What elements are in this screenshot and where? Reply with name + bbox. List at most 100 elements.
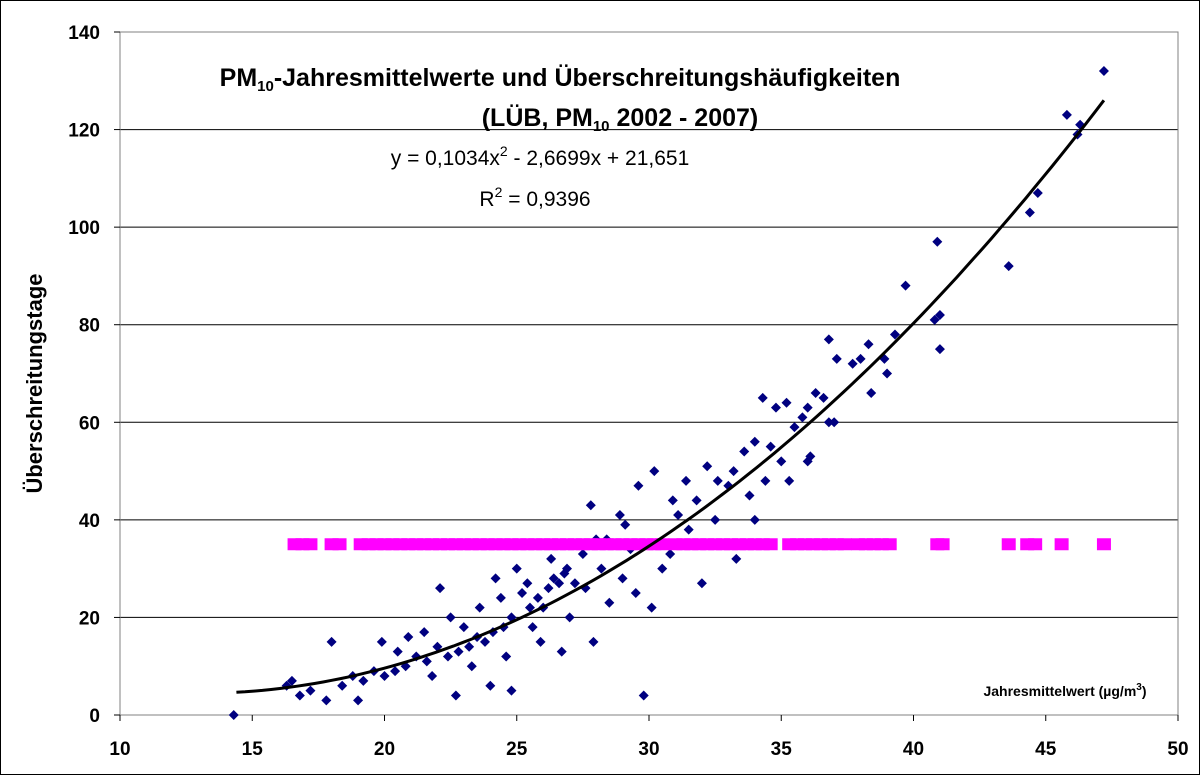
point [866,388,877,399]
x-axis-title-part: 3 [1136,682,1142,693]
x-tick-label: 10 [109,739,130,760]
point [485,680,496,691]
point [665,549,676,560]
point [702,461,713,472]
point [776,456,787,467]
point [770,402,781,413]
point [490,573,501,584]
point [522,578,533,589]
point [535,636,546,647]
trend-equation: y = 0,1034x2 - 2,6699x + 21,651 [391,143,690,170]
point [818,392,829,403]
point [524,602,535,613]
point [421,656,432,667]
point [889,329,900,340]
point [882,538,897,551]
point [630,588,641,599]
point [728,466,739,477]
point [390,666,401,677]
trendline [236,99,1106,694]
point [445,612,456,623]
point [710,514,721,525]
point [657,563,668,574]
point [353,695,364,706]
point [863,339,874,350]
r-squared-part: 2 [495,184,503,200]
point [596,563,607,574]
point [564,612,575,623]
point [882,368,893,379]
point [1061,109,1072,120]
chart-title: PM10-Jahresmittelwerte und Überschreitun… [220,63,901,95]
point [577,549,588,560]
point [784,475,795,486]
point [823,417,834,428]
x-tick-label: 40 [903,739,924,760]
point [379,670,390,681]
trend-equation-part: 2 [500,143,508,159]
point [696,578,707,589]
point [474,602,485,613]
point [392,646,403,657]
point [1001,538,1016,551]
point [935,538,950,551]
point [649,466,660,477]
point [453,646,464,657]
point [559,568,570,579]
point [435,583,446,594]
point [532,592,543,603]
point [765,441,776,452]
x-tick-label: 20 [374,739,395,760]
point [739,446,750,457]
point [744,490,755,501]
chart-title-part: 10 [257,78,274,95]
point [403,631,414,642]
r-squared-part: = 0,9396 [502,188,590,211]
point [837,538,852,551]
point [585,500,596,511]
point [633,480,644,491]
y-tick-label: 40 [79,511,100,532]
point [847,358,858,369]
point [1098,66,1109,77]
trend-equation-part: y = 0,1034x [391,147,501,170]
point [332,538,347,551]
point [673,509,684,520]
point [1032,187,1043,198]
point [1054,538,1069,551]
point [1028,538,1043,551]
point [286,675,297,686]
x-axis-title: Jahresmittelwert (µg/m3) [983,682,1146,699]
point [546,553,557,564]
point [760,475,771,486]
point [506,685,517,696]
point [604,597,615,608]
x-tick-label: 50 [1167,739,1188,760]
point [1024,207,1035,218]
x-tick-label: 35 [771,739,793,760]
point [781,397,792,408]
x-axis-title-part: ) [1142,683,1147,699]
trend-equation-part: - 2,6699x + 21,651 [508,147,690,170]
y-axis-title: Überschreitungstage [22,273,47,493]
point [855,353,866,364]
point [763,538,778,551]
x-tick-label: 15 [242,739,264,760]
y-tick-label: 0 [89,706,100,727]
point [303,538,318,551]
y-tick-label: 140 [68,23,100,44]
chart-title-part: -Jahresmittelwerte und Überschreitungshä… [274,63,901,92]
point [495,592,506,603]
point [802,402,813,413]
point [326,636,337,647]
point [757,392,768,403]
point [681,475,692,486]
point [810,388,821,399]
point [554,578,565,589]
point [543,583,554,594]
point [458,622,469,633]
point [667,495,678,506]
chart-title-part: 2002 - 2007) [610,104,759,132]
